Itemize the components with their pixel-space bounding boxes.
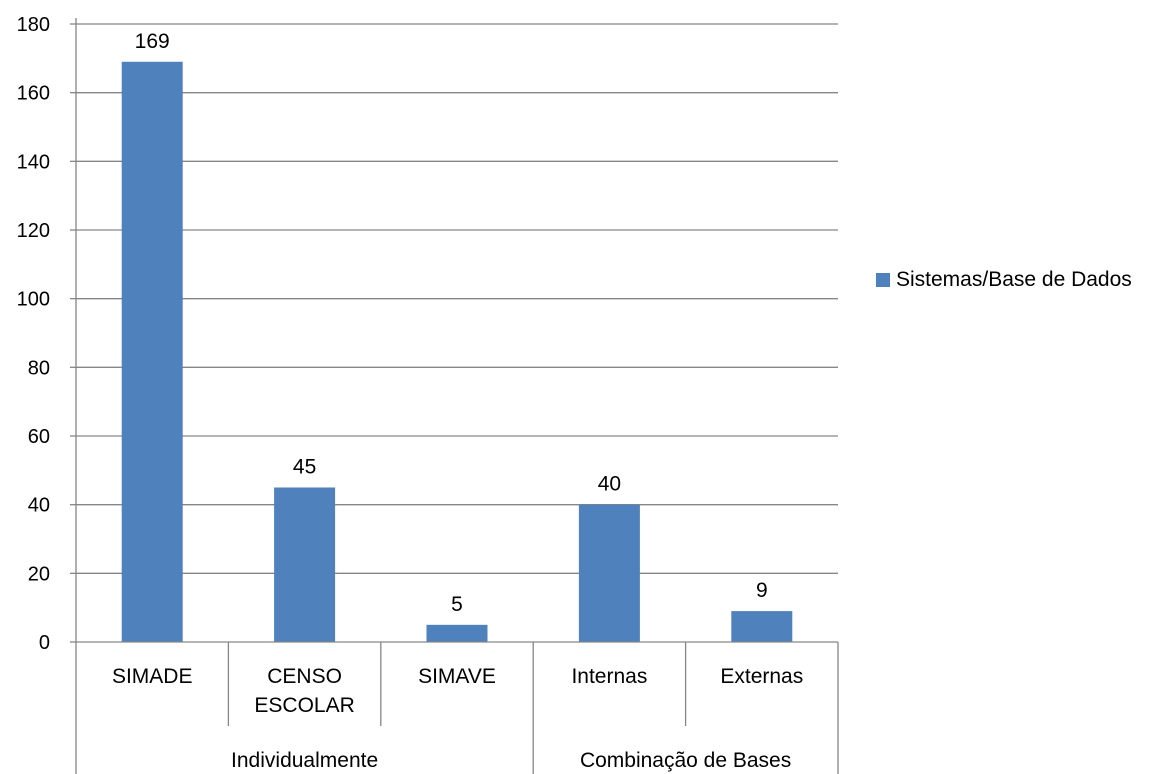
category-label: Internas — [571, 665, 647, 688]
data-label: 5 — [451, 593, 463, 616]
y-tick-label: 0 — [39, 632, 50, 654]
bar — [121, 61, 183, 643]
category-label: SIMAVE — [418, 665, 496, 688]
bars — [121, 61, 793, 643]
bar — [274, 487, 336, 642]
bar — [426, 624, 488, 642]
y-tick-label: 20 — [28, 563, 50, 585]
y-tick-label: 140 — [17, 151, 50, 173]
bar — [578, 504, 640, 642]
category-label: Externas — [720, 665, 803, 688]
data-label: 169 — [135, 30, 170, 53]
legend-label: Sistemas/Base de Dados — [896, 268, 1132, 291]
x-axis: SIMADE CENSO ESCOLAR SIMAVE Internas Externas… — [75, 18, 839, 774]
y-tick-label: 40 — [28, 495, 50, 517]
y-tick-label: 100 — [17, 289, 50, 311]
data-label: 40 — [598, 473, 621, 496]
data-label: 45 — [293, 456, 316, 479]
y-tick-label: 180 — [17, 14, 50, 36]
y-axis-ticks: 0 20 40 60 80 100 120 140 160 180 — [17, 14, 50, 654]
legend: Sistemas/Base de Dados — [876, 268, 1132, 292]
y-tick-label: 80 — [28, 357, 50, 379]
group-label: Individualmente — [231, 749, 378, 772]
gridlines — [70, 23, 838, 643]
category-label: ESCOLAR — [254, 694, 354, 717]
bar — [731, 611, 793, 642]
legend-swatch — [876, 273, 890, 287]
category-label: SIMADE — [112, 665, 193, 688]
category-label: CENSO — [267, 665, 342, 688]
y-tick-label: 120 — [17, 220, 50, 242]
data-labels: 169 45 5 40 9 — [135, 30, 768, 616]
y-tick-label: 160 — [17, 83, 50, 105]
y-tick-label: 60 — [28, 426, 50, 448]
data-label: 9 — [756, 579, 768, 602]
group-label: Combinação de Bases — [580, 749, 791, 772]
